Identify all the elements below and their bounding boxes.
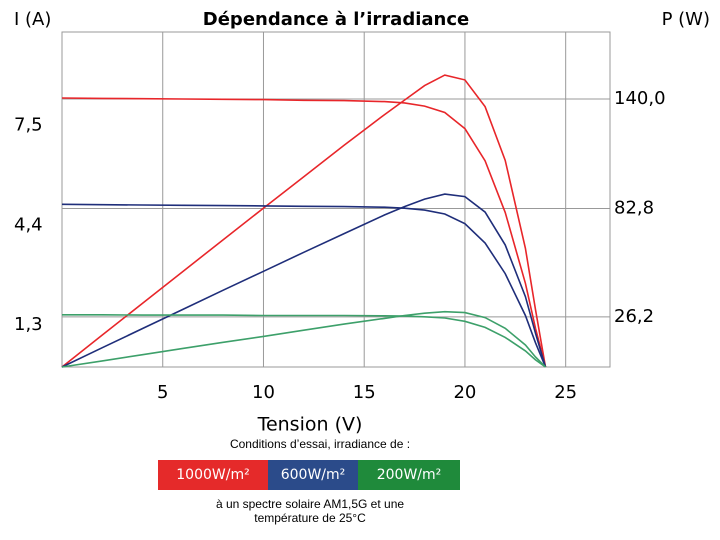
y2-axis-label: P (W) [662, 9, 710, 30]
legend-title: Conditions d’essai, irradiance de : [230, 437, 410, 451]
x-tick-label: 5 [157, 382, 168, 403]
legend-label: 1000W/m² [176, 467, 249, 483]
series-line [61, 193, 547, 368]
series-line [62, 314, 546, 368]
legend-box [358, 460, 460, 490]
series-line [61, 97, 547, 368]
series-line [61, 310, 547, 368]
series-line [61, 74, 547, 368]
x-tick-label: 20 [453, 382, 476, 403]
x-axis-label: Tension (V) [257, 414, 363, 436]
y-tick-label: 7,5 [14, 114, 43, 135]
plot-frame [61, 31, 611, 368]
y2-tick-label: 82,8 [614, 197, 654, 218]
y-tick-label: 1,3 [14, 314, 43, 335]
note: température de 25°C [254, 511, 366, 525]
series-line [61, 203, 547, 368]
x-tick-label: 15 [353, 382, 376, 403]
y-tick-label: 4,4 [14, 214, 43, 235]
y2-tick-label: 26,2 [614, 306, 654, 327]
y2-tick-label: 140,0 [614, 88, 666, 109]
legend-label: 600W/m² [281, 467, 346, 483]
legend-box [158, 460, 268, 490]
y-axis-label: I (A) [14, 9, 51, 30]
chart-title: Dépendance à l’irradiance [203, 9, 469, 30]
x-tick-label: 10 [252, 382, 275, 403]
x-tick-label: 25 [554, 382, 577, 403]
legend-box [268, 460, 358, 490]
note: à un spectre solaire AM1,5G et une [216, 497, 404, 511]
legend-label: 200W/m² [377, 467, 442, 483]
